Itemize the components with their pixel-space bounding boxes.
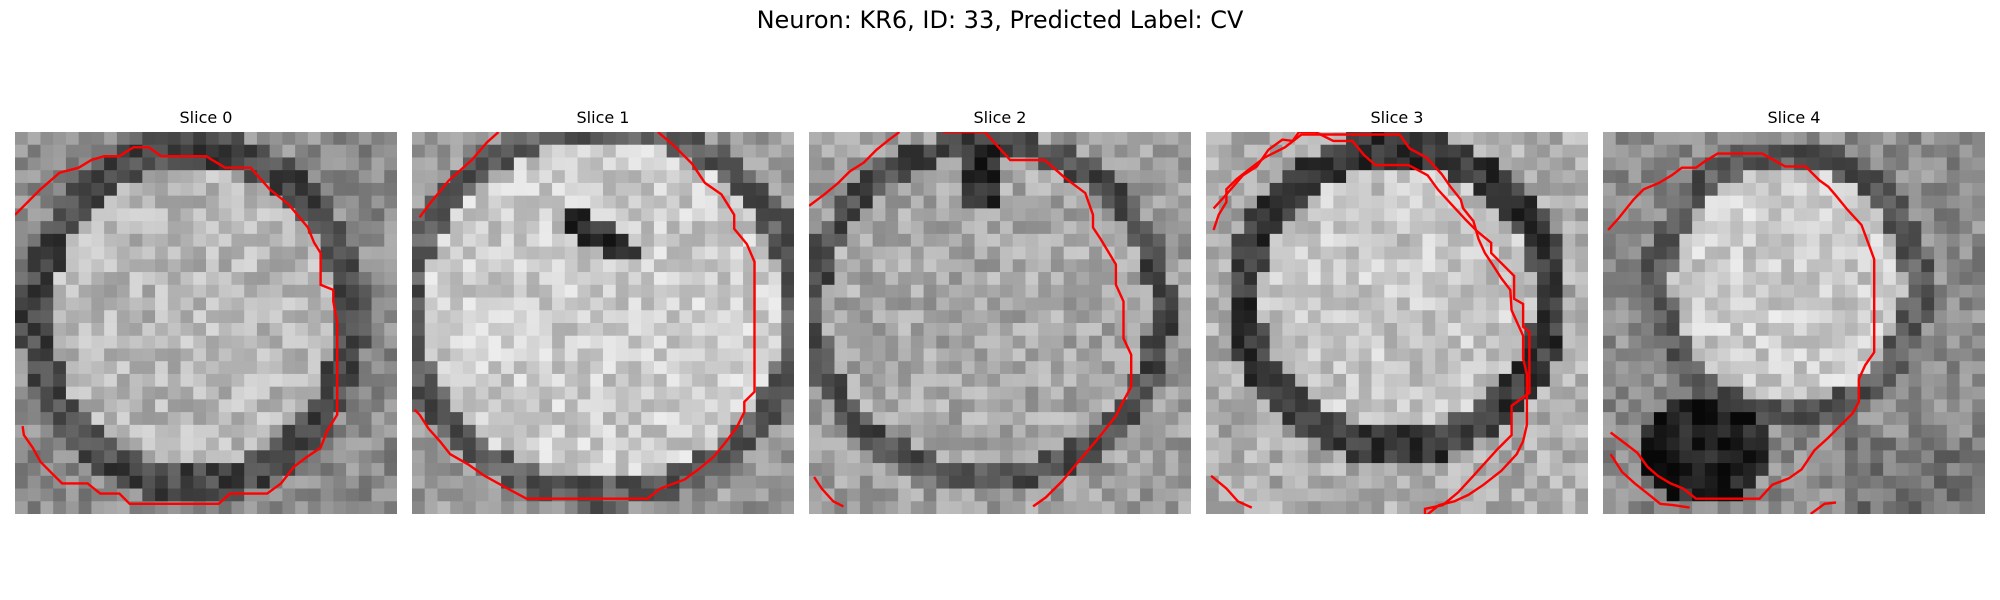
slice-image-svg <box>15 132 397 514</box>
pixel-grid <box>412 132 794 514</box>
red-contour <box>809 132 901 207</box>
slice-image <box>1603 132 1985 514</box>
slice-title: Slice 3 <box>1370 108 1424 127</box>
red-contour <box>15 146 339 505</box>
red-contour <box>1210 474 1253 509</box>
slice-image <box>412 132 794 514</box>
figure-title: Neuron: KR6, ID: 33, Predicted Label: CV <box>756 6 1244 34</box>
red-contour <box>1212 132 1531 514</box>
slice-image-svg <box>412 132 794 514</box>
slice-title: Slice 2 <box>973 108 1027 127</box>
red-contour <box>418 132 500 219</box>
red-contour <box>942 132 1133 508</box>
red-contour <box>813 476 844 508</box>
slice-title: Slice 4 <box>1767 108 1821 127</box>
slice-image <box>809 132 1191 514</box>
slice-image-svg <box>1206 132 1588 514</box>
slice-title: Slice 0 <box>179 108 233 127</box>
red-contour <box>1212 133 1529 514</box>
slice-image-svg <box>809 132 1191 514</box>
red-contour <box>1607 152 1876 500</box>
pixel-grid <box>15 132 397 514</box>
slice-image <box>15 132 397 514</box>
red-contour <box>413 132 756 500</box>
slice-title: Slice 1 <box>576 108 630 127</box>
pixel-grid <box>1206 132 1588 514</box>
pixel-grid <box>809 132 1191 514</box>
red-contour <box>1609 453 1690 509</box>
red-contour <box>1809 501 1837 514</box>
slice-image <box>1206 132 1588 514</box>
pixel-grid <box>1603 132 1985 514</box>
slice-image-svg <box>1603 132 1985 514</box>
